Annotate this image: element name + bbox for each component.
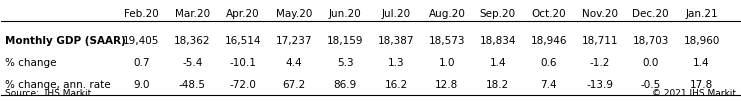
Text: 1.3: 1.3 [388, 58, 405, 68]
Text: Monthly GDP (SAAR): Monthly GDP (SAAR) [5, 36, 126, 46]
Text: % change: % change [5, 58, 56, 68]
Text: 9.0: 9.0 [133, 80, 150, 90]
Text: 18,159: 18,159 [327, 36, 363, 46]
Text: 12.8: 12.8 [435, 80, 459, 90]
Text: 18,946: 18,946 [531, 36, 567, 46]
Text: 19,405: 19,405 [123, 36, 159, 46]
Text: Jun.20: Jun.20 [329, 9, 362, 19]
Text: -10.1: -10.1 [230, 58, 256, 68]
Text: 18,711: 18,711 [582, 36, 618, 46]
Text: -1.2: -1.2 [590, 58, 610, 68]
Text: 5.3: 5.3 [336, 58, 353, 68]
Text: -13.9: -13.9 [586, 80, 614, 90]
Text: 1.4: 1.4 [490, 58, 506, 68]
Text: 18.2: 18.2 [486, 80, 510, 90]
Text: 86.9: 86.9 [333, 80, 356, 90]
Text: 16,514: 16,514 [225, 36, 262, 46]
Text: 17.8: 17.8 [690, 80, 714, 90]
Text: 7.4: 7.4 [540, 80, 557, 90]
Text: -5.4: -5.4 [182, 58, 202, 68]
Text: 18,960: 18,960 [683, 36, 720, 46]
Text: -72.0: -72.0 [230, 80, 256, 90]
Text: 18,387: 18,387 [378, 36, 414, 46]
Text: Nov.20: Nov.20 [582, 9, 618, 19]
Text: 16.2: 16.2 [385, 80, 408, 90]
Text: 18,573: 18,573 [428, 36, 465, 46]
Text: Dec.20: Dec.20 [632, 9, 669, 19]
Text: Feb.20: Feb.20 [124, 9, 159, 19]
Text: 18,703: 18,703 [633, 36, 669, 46]
Text: Source:  IHS Markit: Source: IHS Markit [5, 89, 91, 98]
Text: 1.0: 1.0 [439, 58, 455, 68]
Text: © 2021 IHS Markit: © 2021 IHS Markit [652, 89, 736, 98]
Text: Apr.20: Apr.20 [226, 9, 260, 19]
Text: 67.2: 67.2 [282, 80, 306, 90]
Text: 1.4: 1.4 [694, 58, 710, 68]
Text: Sep.20: Sep.20 [479, 9, 516, 19]
Text: 18,362: 18,362 [174, 36, 210, 46]
Text: 0.6: 0.6 [540, 58, 557, 68]
Text: -48.5: -48.5 [179, 80, 206, 90]
Text: Aug.20: Aug.20 [428, 9, 465, 19]
Text: 4.4: 4.4 [286, 58, 302, 68]
Text: May.20: May.20 [276, 9, 312, 19]
Text: Jan.21: Jan.21 [685, 9, 718, 19]
Text: 18,834: 18,834 [479, 36, 516, 46]
Text: % change, ann. rate: % change, ann. rate [5, 80, 110, 90]
Text: Jul.20: Jul.20 [382, 9, 411, 19]
Text: Mar.20: Mar.20 [175, 9, 210, 19]
Text: 0.7: 0.7 [133, 58, 150, 68]
Text: -0.5: -0.5 [640, 80, 661, 90]
Text: 0.0: 0.0 [642, 58, 659, 68]
Text: Oct.20: Oct.20 [531, 9, 566, 19]
Text: 17,237: 17,237 [276, 36, 313, 46]
